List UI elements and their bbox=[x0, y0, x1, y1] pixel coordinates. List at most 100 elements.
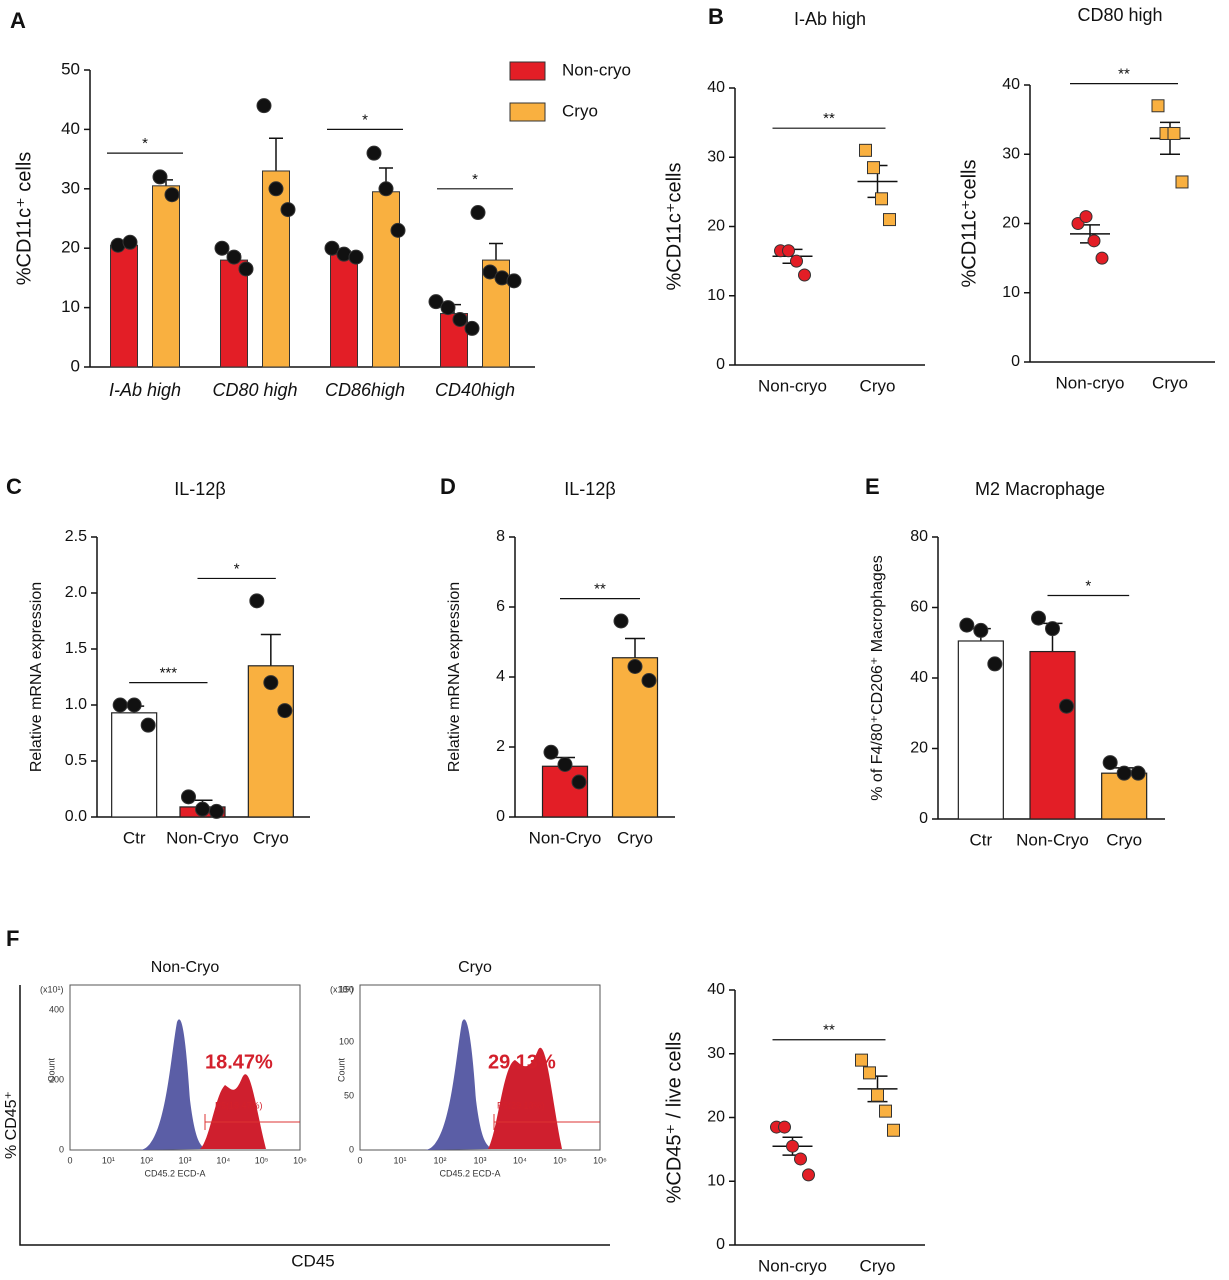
histogram-red bbox=[200, 1074, 266, 1149]
legend-swatch bbox=[509, 102, 546, 122]
y-tick-label: 20 bbox=[61, 238, 80, 257]
x-tick-label: 10¹ bbox=[102, 1155, 115, 1165]
x-tick-label: 0 bbox=[357, 1155, 362, 1165]
flow-percent: 18.47% bbox=[205, 1051, 273, 1073]
bar bbox=[372, 191, 400, 368]
significance-label: * bbox=[472, 171, 478, 188]
x-tick-label: CD40high bbox=[435, 380, 515, 400]
x-tick-label: Non-cryo bbox=[758, 376, 827, 395]
y-tick-label: 6 bbox=[496, 598, 505, 615]
point bbox=[1130, 765, 1146, 781]
y-tick-label: 40 bbox=[1002, 76, 1020, 93]
point bbox=[859, 143, 872, 157]
bar bbox=[152, 185, 180, 368]
point bbox=[613, 613, 629, 629]
point bbox=[428, 294, 444, 310]
count-label: Count bbox=[46, 1058, 56, 1083]
x-tick-label: 10² bbox=[140, 1155, 153, 1165]
point bbox=[1116, 765, 1132, 781]
y-tick-label: 400 bbox=[49, 1004, 64, 1014]
bar bbox=[541, 765, 589, 818]
point bbox=[786, 1139, 799, 1153]
y-tick-label: 10 bbox=[707, 287, 725, 304]
y-tick-label: 30 bbox=[61, 178, 80, 197]
point bbox=[778, 1120, 791, 1134]
x-tick-label: CD86high bbox=[325, 380, 405, 400]
y-tick-label: 10 bbox=[61, 297, 80, 316]
significance-label: * bbox=[234, 560, 240, 577]
channel-label: CD45.2 ECD-A bbox=[439, 1168, 500, 1178]
point bbox=[1079, 210, 1093, 224]
significance-label: * bbox=[142, 135, 148, 152]
point bbox=[263, 675, 279, 691]
panel-label: D bbox=[440, 474, 456, 499]
x-tick-label: 10⁵ bbox=[255, 1155, 269, 1165]
point bbox=[959, 617, 975, 633]
panel-label: F bbox=[6, 926, 19, 951]
significance-label: * bbox=[362, 111, 368, 128]
flow-frame bbox=[359, 984, 601, 1151]
y-tick-label: 0 bbox=[59, 1144, 64, 1154]
y-tick-label: 50 bbox=[344, 1090, 354, 1100]
point bbox=[1175, 175, 1189, 189]
x-tick-label: I-Ab high bbox=[109, 380, 181, 400]
point bbox=[378, 181, 394, 197]
gate bbox=[493, 1114, 600, 1130]
flow-y-label: % CD45⁺ bbox=[3, 1091, 20, 1159]
x-tick-label: 10⁵ bbox=[553, 1155, 567, 1165]
point bbox=[1167, 126, 1181, 140]
x-tick-label: Cryo bbox=[860, 376, 896, 395]
point bbox=[277, 703, 293, 719]
point bbox=[195, 801, 210, 817]
y-scale: (x10¹) bbox=[40, 984, 64, 994]
point bbox=[181, 789, 196, 805]
flow-title: Cryo bbox=[458, 959, 492, 976]
point bbox=[214, 240, 230, 256]
point bbox=[879, 1104, 892, 1118]
y-tick-label: 0 bbox=[496, 808, 505, 825]
panel-label: E bbox=[865, 474, 880, 499]
bar bbox=[247, 665, 294, 818]
x-tick-label: 10³ bbox=[473, 1155, 486, 1165]
x-tick-label: 10⁴ bbox=[513, 1155, 527, 1165]
x-tick-label: Non-Cryo bbox=[1016, 830, 1089, 849]
point bbox=[641, 673, 657, 688]
point bbox=[875, 192, 888, 206]
flow-title: Non-Cryo bbox=[151, 959, 220, 976]
chart-title: IL-12β bbox=[564, 479, 615, 499]
y-axis-label: %CD11c⁺cells bbox=[958, 160, 980, 288]
y-tick-label: 40 bbox=[910, 669, 928, 686]
bar bbox=[262, 170, 290, 368]
point bbox=[871, 1088, 884, 1102]
y-tick-label: 4 bbox=[496, 668, 505, 685]
panel-label: A bbox=[10, 8, 26, 33]
point bbox=[209, 803, 224, 819]
gate bbox=[204, 1114, 300, 1130]
bar bbox=[330, 253, 358, 368]
y-tick-label: 40 bbox=[707, 79, 725, 96]
y-scale: (x10²) bbox=[330, 984, 354, 994]
point bbox=[366, 145, 382, 161]
y-tick-label: 60 bbox=[910, 599, 928, 616]
point bbox=[1059, 698, 1074, 714]
y-axis-label: %CD11c⁺cells bbox=[663, 163, 685, 291]
panel-label: B bbox=[708, 4, 724, 29]
x-tick-label: Cryo bbox=[253, 828, 289, 847]
flow-x-label: CD45 bbox=[291, 1251, 334, 1270]
gate-label: P5(18.47%) bbox=[215, 1100, 263, 1110]
y-tick-label: 0 bbox=[716, 1236, 725, 1253]
legend-swatch bbox=[509, 61, 546, 81]
x-tick-label: 0 bbox=[67, 1155, 72, 1165]
y-tick-label: 2.0 bbox=[65, 584, 87, 601]
point bbox=[782, 244, 795, 258]
x-tick-label: 10³ bbox=[178, 1155, 191, 1165]
y-tick-label: 8 bbox=[496, 528, 505, 545]
point bbox=[152, 169, 168, 185]
y-tick-label: 40 bbox=[61, 119, 80, 138]
point bbox=[790, 254, 803, 268]
significance-label: ** bbox=[823, 1022, 835, 1039]
y-tick-label: 1.5 bbox=[65, 640, 87, 657]
chart-title: IL-12β bbox=[174, 479, 225, 499]
y-tick-label: 40 bbox=[707, 981, 725, 998]
x-tick-label: Non-cryo bbox=[1056, 373, 1125, 392]
